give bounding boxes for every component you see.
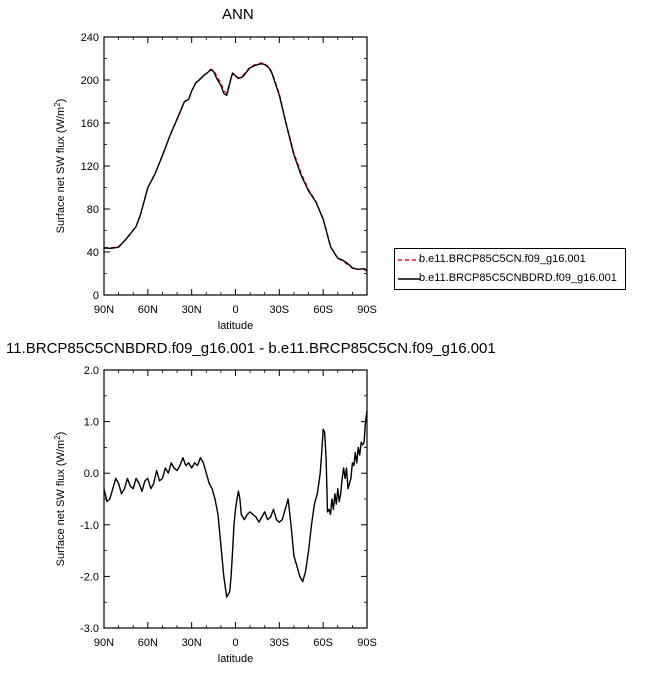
bottom-ytick-label: -2.0 — [80, 571, 99, 583]
top-ylabel-text: Surface net SW flux (W/m — [55, 107, 67, 234]
bottom-ytick-label: 0.0 — [84, 468, 99, 480]
bottom-xtick-label: 90S — [357, 637, 377, 649]
bottom-ylabel-close: ) — [55, 432, 67, 436]
bottom-series-line-0 — [103, 411, 368, 598]
top-xtick-label: 30N — [182, 304, 202, 316]
top-ytick-label: 0 — [93, 290, 99, 302]
bottom-ylabel-text: Surface net SW flux (W/m — [55, 440, 67, 567]
bottom-xtick-label: 30S — [270, 637, 290, 649]
top-xtick-label: 30S — [270, 304, 290, 316]
bottom-xtick-label: 90N — [94, 637, 114, 649]
top-xtick-label: 60S — [313, 304, 333, 316]
top-xtick-label: 90S — [357, 304, 377, 316]
bottom-xtick-label: 30N — [182, 637, 202, 649]
legend-item-control: b.e11.BRCP85C5CN.f09_g16.001 — [395, 251, 625, 269]
bottom-ytick-label: 2.0 — [84, 365, 99, 377]
legend-swatch-bdrd — [398, 278, 420, 280]
top-ytick-label: 120 — [81, 161, 99, 173]
bottom-ytick-label: -3.0 — [80, 623, 99, 635]
top-ylabel: Surface net SW flux (W/m2) — [53, 99, 67, 234]
top-ytick-label: 240 — [81, 32, 99, 44]
top-xtick-label: 90N — [94, 304, 114, 316]
bottom-chart-title: 11.BRCP85C5CNBDRD.f09_g16.001 - b.e11.BR… — [6, 340, 496, 357]
top-xtick-label: 0 — [232, 304, 238, 316]
bottom-line-chart: 90N 60N 30N 0 30S 60S 90S -3.0 -2.0 -1.0 0.0 1.0 2.0… — [53, 365, 377, 665]
bottom-xtick-label: 60S — [313, 637, 333, 649]
bottom-xlabel: latitude — [218, 653, 253, 665]
top-ylabel-sup: 2 — [53, 102, 62, 107]
legend-label-bdrd: b.e11.BRCP85C5CNBDRD.f09_g16.001 — [419, 272, 617, 284]
top-xlabel: latitude — [218, 320, 253, 332]
top-chart-title: ANN — [222, 6, 254, 23]
top-ytick-label: 80 — [87, 204, 99, 216]
top-line-chart: 90N 60N 30N 0 30S 60S 90S 0 40 80 120 160 200 240 lati… — [53, 32, 377, 332]
bottom-xtick-label: 0 — [232, 637, 238, 649]
bottom-ytick-label: 1.0 — [84, 417, 99, 429]
top-xtick-label: 60N — [138, 304, 158, 316]
bottom-xtick-label: 60N — [138, 637, 158, 649]
top-series-line-1 — [103, 63, 368, 271]
legend-label-control: b.e11.BRCP85C5CN.f09_g16.001 — [419, 253, 586, 265]
legend-swatch-control — [398, 259, 420, 261]
legend: b.e11.BRCP85C5CN.f09_g16.001 b.e11.BRCP8… — [394, 248, 626, 290]
bottom-ylabel: Surface net SW flux (W/m2) — [53, 432, 67, 567]
top-ytick-label: 200 — [81, 75, 99, 87]
top-ytick-label: 160 — [81, 118, 99, 130]
top-series-line-0 — [104, 62, 368, 272]
bottom-ylabel-sup: 2 — [53, 435, 62, 440]
bottom-ytick-label: -1.0 — [80, 520, 99, 532]
top-ylabel-close: ) — [55, 99, 67, 103]
legend-item-bdrd: b.e11.BRCP85C5CNBDRD.f09_g16.001 — [395, 270, 625, 288]
top-ytick-label: 40 — [87, 247, 99, 259]
